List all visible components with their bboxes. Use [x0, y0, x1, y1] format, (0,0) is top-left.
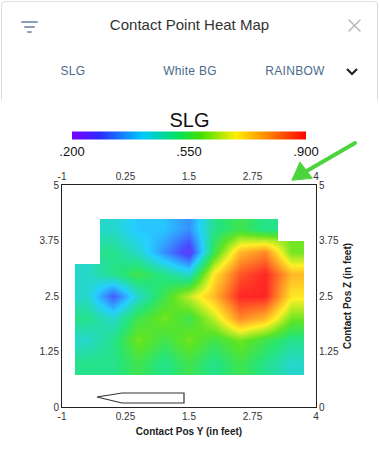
svg-text:-1: -1 — [58, 171, 67, 182]
svg-text:Contact Pos Y (in feet): Contact Pos Y (in feet) — [136, 426, 242, 437]
svg-text:2.5: 2.5 — [319, 291, 333, 302]
svg-text:3.75: 3.75 — [319, 235, 339, 246]
svg-text:.200: .200 — [59, 144, 84, 159]
html-text:Contact Point Heat Map: Contact Point Heat Map — [109, 16, 270, 33]
svg-text:4: 4 — [313, 171, 319, 182]
svg-text:1.25: 1.25 — [40, 346, 60, 357]
svg-text:4: 4 — [313, 411, 319, 422]
svg-text:0.25: 0.25 — [116, 411, 136, 422]
svg-text:0: 0 — [319, 402, 325, 413]
svg-text:5: 5 — [319, 180, 325, 191]
svg-text:3.75: 3.75 — [40, 235, 60, 246]
svg-text:2.5: 2.5 — [45, 291, 59, 302]
svg-text:.900: .900 — [293, 144, 318, 159]
svg-text:0: 0 — [53, 402, 59, 413]
html-text:White BG: White BG — [163, 64, 217, 78]
svg-text:Contact Pos Z (in feet): Contact Pos Z (in feet) — [342, 243, 353, 349]
svg-text:SLG: SLG — [169, 109, 209, 131]
html-text:SLG: SLG — [60, 64, 86, 78]
svg-text:1.25: 1.25 — [319, 346, 339, 357]
html-text:RAINBOW: RAINBOW — [265, 64, 325, 78]
svg-text:1.5: 1.5 — [182, 171, 196, 182]
svg-text:1.5: 1.5 — [182, 411, 196, 422]
svg-text:2.75: 2.75 — [243, 411, 263, 422]
svg-text:5: 5 — [53, 180, 59, 191]
svg-text:0.25: 0.25 — [116, 171, 136, 182]
svg-text:.550: .550 — [176, 144, 201, 159]
svg-text:2.75: 2.75 — [243, 171, 263, 182]
svg-text:-1: -1 — [58, 411, 67, 422]
